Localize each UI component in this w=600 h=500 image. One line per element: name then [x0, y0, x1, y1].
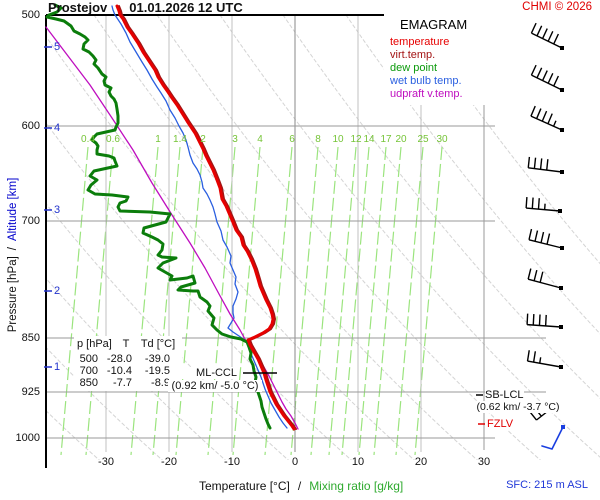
wind-barb-icon [528, 228, 564, 250]
wind-barbs [525, 22, 565, 450]
wet-bulb-temp-curve [111, 5, 288, 429]
surface-wind-barb-icon [541, 425, 565, 450]
wind-barb-icon [525, 197, 562, 213]
wind-barb-icon [527, 156, 564, 174]
level-markers [243, 372, 485, 425]
altitude-ticks [44, 46, 52, 368]
dew-point-curve [45, 3, 272, 430]
dry-adiabat-lines [46, 15, 600, 460]
wind-barb-icon [530, 105, 564, 132]
wind-barb-icon [530, 64, 564, 92]
wind-barb-icon [526, 350, 563, 369]
wind-barb-icon [526, 313, 563, 329]
sounding-curves [45, 3, 299, 431]
virtual-temp-curve [118, 5, 297, 430]
wind-barb-icon [530, 22, 564, 50]
pressure-gridlines [46, 125, 546, 439]
plot-frame [45, 14, 485, 468]
updraft-virt-temp-curve [45, 26, 299, 430]
mixing-ratio-lines [60, 146, 443, 456]
wind-barb-icon [527, 268, 563, 290]
temperature-curve [115, 4, 296, 431]
